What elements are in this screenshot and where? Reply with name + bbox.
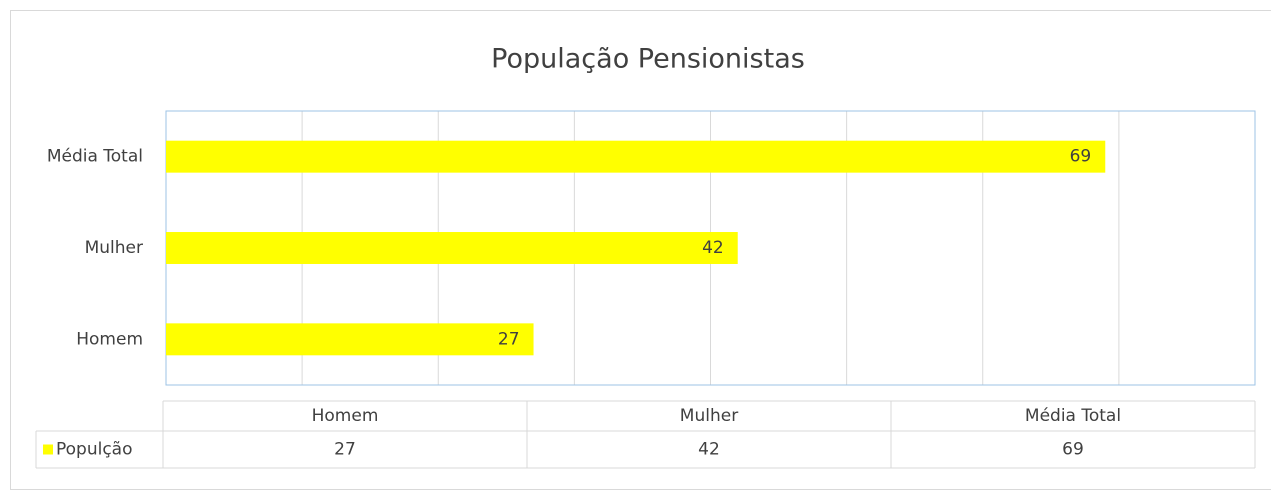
y-tick-label: Média Total	[47, 147, 143, 167]
data-label: 69	[1070, 147, 1092, 167]
table-value: 42	[698, 440, 720, 460]
y-tick-label: Mulher	[85, 238, 143, 258]
legend-label: Populção	[56, 440, 133, 460]
table-value: 27	[334, 440, 356, 460]
table-header: Média Total	[1025, 406, 1121, 426]
chart-title: População Pensionistas	[491, 44, 805, 75]
bar	[166, 140, 1106, 173]
table-header: Mulher	[680, 406, 738, 426]
data-label: 27	[498, 329, 520, 349]
legend-key	[43, 444, 53, 455]
bar	[166, 323, 534, 356]
bar	[166, 232, 738, 264]
table-value: 69	[1062, 440, 1084, 460]
data-label: 42	[702, 238, 724, 258]
y-tick-label: Homem	[76, 329, 143, 349]
table-header: Homem	[312, 406, 379, 426]
